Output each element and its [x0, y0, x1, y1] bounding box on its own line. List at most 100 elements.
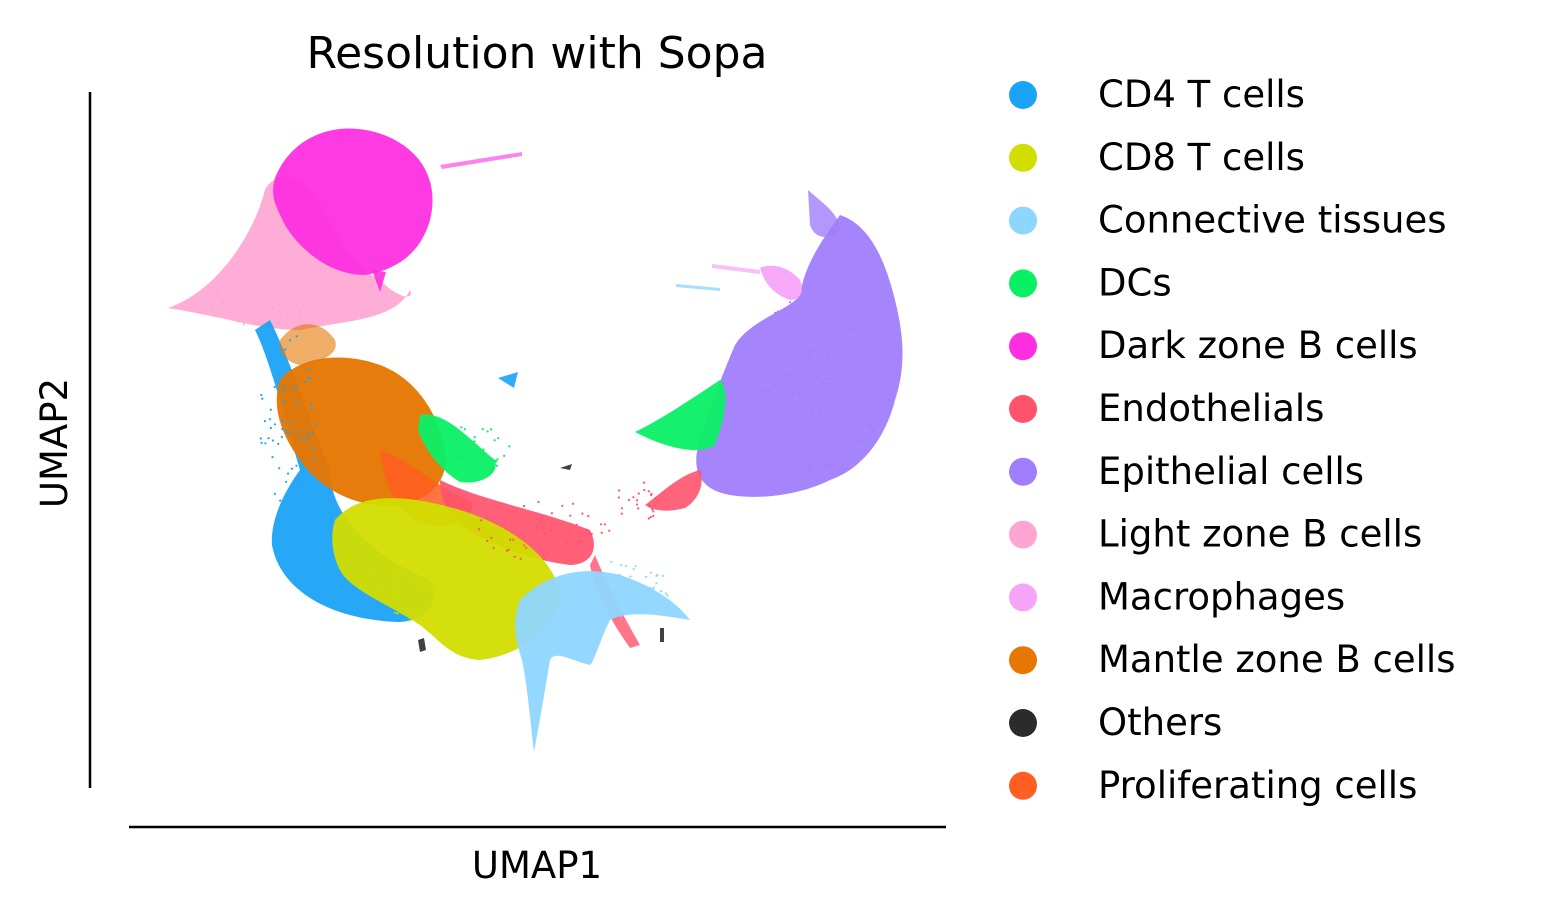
- scatter-point: [267, 307, 270, 310]
- scatter-point: [416, 559, 419, 562]
- scatter-point: [274, 295, 277, 299]
- scatter-point: [263, 420, 266, 423]
- scatter-point: [497, 437, 500, 440]
- scatter-point: [620, 512, 623, 515]
- scatter-point: [396, 587, 399, 591]
- scatter-point: [824, 377, 828, 380]
- scatter-point: [815, 376, 818, 379]
- scatter-point: [299, 310, 302, 313]
- scatter-point: [486, 430, 489, 433]
- scatter-point: [628, 593, 632, 596]
- scatter-point: [804, 307, 808, 310]
- scatter-point: [843, 450, 846, 453]
- scatter-point: [537, 549, 541, 552]
- scatter-point: [508, 600, 511, 604]
- legend-marker: [1009, 583, 1037, 612]
- scatter-point: [482, 448, 485, 451]
- scatter-point: [221, 302, 224, 306]
- legend-marker: [1009, 81, 1037, 109]
- scatter-point: [774, 383, 777, 386]
- scatter-point: [482, 619, 485, 622]
- legend-marker: [1009, 395, 1037, 423]
- scatter-point: [279, 499, 282, 502]
- scatter-point: [812, 409, 815, 412]
- legend-marker: [1009, 206, 1037, 235]
- scatter-point: [473, 436, 476, 439]
- scatter-point: [585, 528, 589, 532]
- scatter-point: [544, 531, 547, 534]
- scatter-point: [760, 390, 763, 393]
- scatter-point: [627, 498, 631, 502]
- scatter-point: [618, 612, 621, 615]
- scatter-point: [282, 400, 285, 403]
- scatter-point: [863, 320, 866, 323]
- legend-label: Epithelial cells: [1098, 450, 1364, 493]
- scatter-point: [822, 423, 825, 426]
- scatter-point: [821, 445, 825, 448]
- scatter-point: [781, 320, 785, 323]
- scatter-point: [459, 603, 462, 606]
- scatter-point: [634, 600, 637, 603]
- scatter-point: [827, 302, 830, 305]
- scatter-point: [412, 572, 415, 576]
- scatter-point: [219, 279, 222, 282]
- scatter-point: [414, 557, 417, 560]
- scatter-point: [587, 515, 590, 518]
- scatter-point: [455, 464, 458, 467]
- scatter-point: [880, 410, 883, 413]
- scatter-point: [650, 492, 653, 495]
- legend-marker: [1009, 332, 1037, 361]
- scatter-point: [396, 612, 399, 615]
- point-cloud-cd4-t-cells: [498, 372, 518, 388]
- scatter-point: [574, 582, 577, 585]
- scatter-point: [636, 499, 639, 502]
- scatter-point: [656, 500, 659, 503]
- scatter-point: [284, 429, 287, 432]
- scatter-point: [774, 311, 777, 314]
- scatter-point: [295, 481, 298, 484]
- scatter-point: [521, 514, 524, 517]
- legend-marker: [1009, 457, 1037, 486]
- scatter-point: [228, 279, 231, 282]
- scatter-point: [619, 615, 622, 618]
- scatter-point: [458, 441, 461, 444]
- legend-marker: [1009, 143, 1037, 172]
- scatter-point: [291, 386, 294, 389]
- scatter-point: [603, 523, 606, 526]
- scatter-point: [786, 389, 789, 393]
- scatter-point: [453, 579, 456, 582]
- scatter-point: [309, 402, 312, 405]
- legend-label: Mantle zone B cells: [1098, 638, 1455, 681]
- scatter-point: [783, 308, 786, 311]
- scatter-point: [461, 615, 465, 618]
- scatter-point: [510, 609, 513, 613]
- scatter-point: [469, 466, 472, 469]
- scatter-point: [273, 385, 276, 389]
- scatter-point: [227, 310, 230, 313]
- scatter-point: [857, 438, 860, 442]
- point-cloud-dark-zone-b-cells: [372, 270, 386, 292]
- scatter-point: [295, 385, 298, 388]
- scatter-point: [291, 495, 294, 499]
- scatter-point: [501, 593, 504, 596]
- scatter-point: [290, 467, 294, 470]
- scatter-point: [571, 591, 575, 594]
- scatter-point: [845, 317, 848, 321]
- scatter-point: [532, 512, 535, 515]
- legend-label: Dark zone B cells: [1098, 324, 1418, 367]
- scatter-point: [512, 538, 515, 541]
- scatter-point: [270, 357, 274, 360]
- scatter-point: [872, 391, 875, 394]
- point-cloud-endothelials: [440, 480, 594, 565]
- scatter-point: [273, 492, 276, 495]
- scatter-point: [211, 303, 214, 307]
- scatter-point: [661, 574, 664, 577]
- scatter-point: [434, 584, 437, 587]
- scatter-point: [795, 319, 799, 322]
- scatter-point: [527, 569, 530, 572]
- scatter-point: [817, 374, 820, 377]
- scatter-point: [307, 367, 310, 370]
- scatter-point: [537, 500, 540, 504]
- scatter-point: [773, 432, 776, 435]
- scatter-point: [525, 546, 528, 549]
